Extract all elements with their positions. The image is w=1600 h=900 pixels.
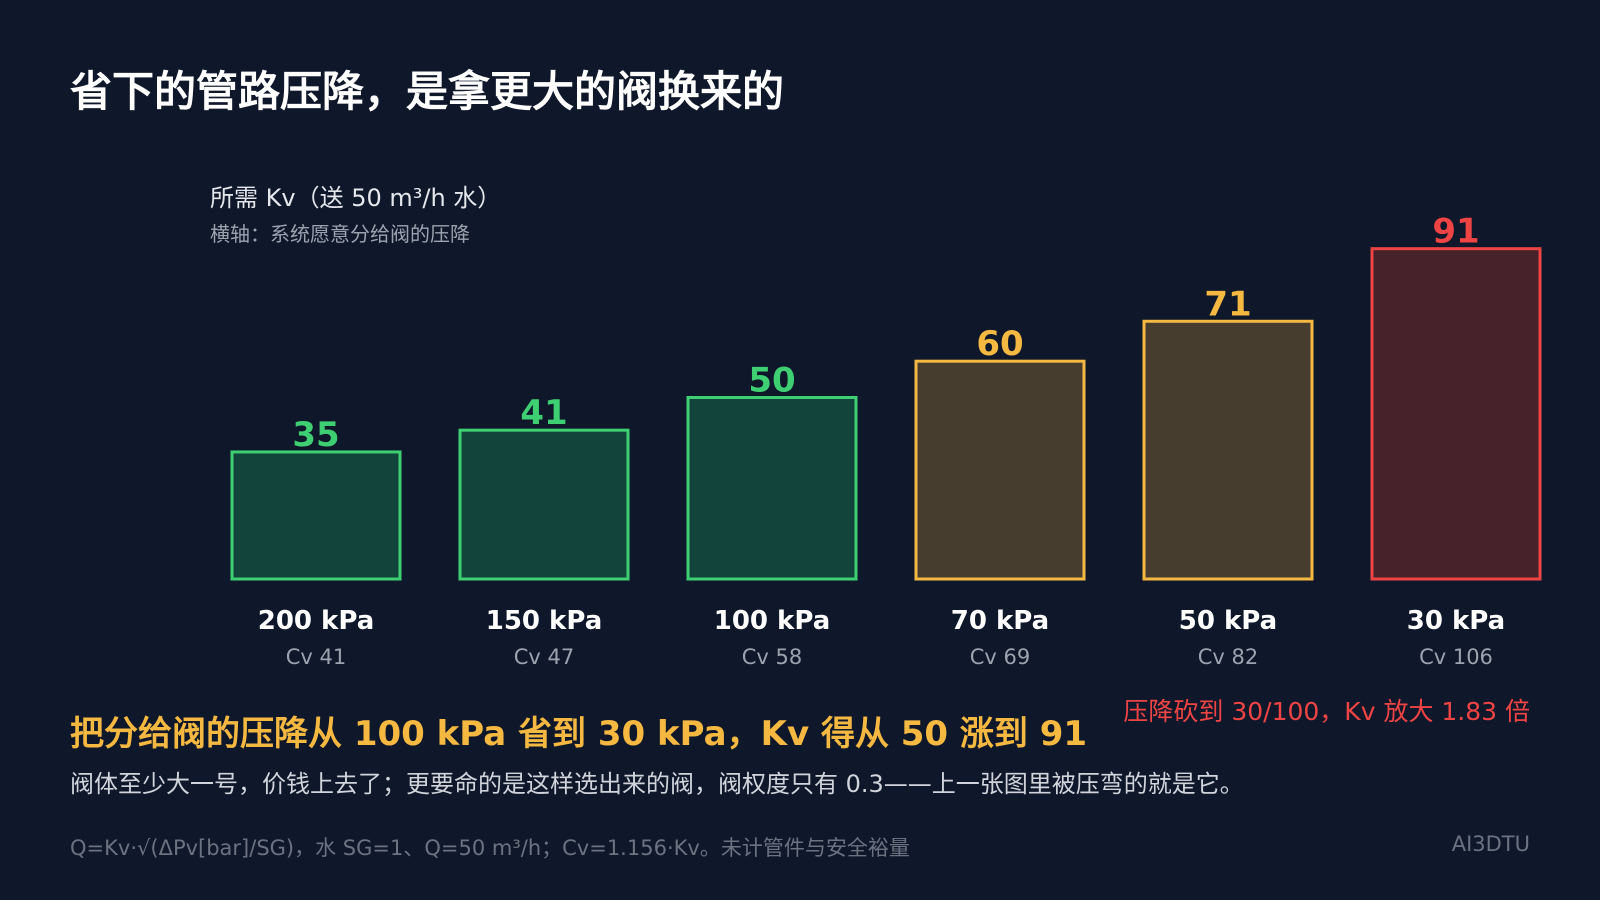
headline-takeaway: 把分给阀的压降从 100 kPa 省到 30 kPa，Kv 得从 50 涨到 9… [70, 714, 1088, 754]
bar-value-label-3: 60 [976, 324, 1023, 364]
x-tick-sublabel-2: Cv 58 [742, 645, 803, 669]
bar-2 [686, 396, 858, 581]
formula-footnote: Q=Kv·√(ΔPv[bar]/SG)，水 SG=1、Q=50 m³/h；Cv=… [70, 836, 910, 860]
bar-value-label-1: 41 [520, 393, 567, 433]
ratio-annotation: 压降砍到 30/100，Kv 放大 1.83 倍 [1123, 697, 1530, 726]
x-axis-note: 横轴：系统愿意分给阀的压降 [210, 222, 470, 246]
bar-value-label-4: 71 [1204, 284, 1251, 324]
bar-0 [230, 450, 402, 581]
x-tick-label-0: 200 kPa [258, 606, 375, 636]
y-axis-title: 所需 Kv（送 50 m³/h 水） [210, 184, 502, 212]
x-tick-label-2: 100 kPa [714, 606, 831, 636]
page-title: 省下的管路压降，是拿更大的阀换来的 [70, 67, 785, 116]
bar-4 [1142, 319, 1314, 581]
x-tick-sublabel-5: Cv 106 [1419, 645, 1493, 669]
x-tick-sublabel-3: Cv 69 [970, 645, 1031, 669]
body-explanation: 阀体至少大一号，价钱上去了；更要命的是这样选出来的阀，阀权度只有 0.3——上一… [70, 770, 1244, 798]
x-tick-sublabel-1: Cv 47 [514, 645, 575, 669]
bar-3 [914, 359, 1086, 581]
bar-value-label-5: 91 [1432, 212, 1479, 252]
x-tick-label-1: 150 kPa [486, 606, 603, 636]
bar-value-label-2: 50 [748, 361, 795, 401]
x-tick-sublabel-4: Cv 82 [1198, 645, 1259, 669]
x-tick-label-4: 50 kPa [1179, 606, 1277, 636]
x-tick-sublabel-0: Cv 41 [286, 645, 347, 669]
x-tick-label-3: 70 kPa [951, 606, 1049, 636]
brand-watermark: AI3DTU [1451, 832, 1530, 856]
bar-1 [458, 428, 630, 581]
bar-5 [1370, 247, 1542, 581]
x-tick-label-5: 30 kPa [1407, 606, 1505, 636]
bar-value-label-0: 35 [292, 415, 339, 455]
